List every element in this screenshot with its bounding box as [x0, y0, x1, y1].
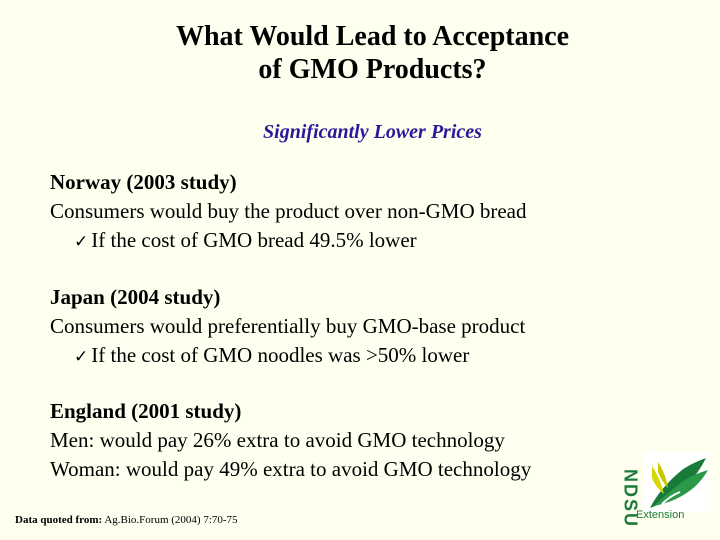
- extension-label: Extension: [636, 509, 685, 521]
- bullet-text: If the cost of GMO noodles was >50% lowe…: [91, 343, 470, 367]
- slide-subtitle: Significantly Lower Prices: [263, 121, 482, 143]
- section-line: Consumers would buy the product over non…: [50, 199, 527, 223]
- bullet-item: ✓ If the cost of GMO noodles was >50% low…: [50, 341, 525, 372]
- source-text: Ag.Bio.Forum (2004) 7:70-75: [102, 514, 238, 526]
- title-line-1: What Would Lead to Acceptance: [175, 21, 570, 52]
- section-japan: Japan (2004 study) Consumers would prefe…: [50, 283, 525, 372]
- checkmark-icon: ✓: [74, 232, 89, 252]
- title-line-2: of GMO Products?: [258, 54, 487, 85]
- section-heading: Japan (2004 study): [50, 285, 221, 309]
- section-line: Consumers would preferentially buy GMO-b…: [50, 314, 526, 338]
- section-line: Men: would pay 26% extra to avoid GMO te…: [50, 428, 505, 452]
- slide-title: What Would Lead to Acceptance of GMO Pro…: [0, 20, 720, 86]
- source-citation: Data quoted from: Ag.Bio.Forum (2004) 7:…: [15, 514, 238, 526]
- section-norway: Norway (2003 study) Consumers would buy …: [50, 168, 527, 257]
- checkmark-icon: ✓: [74, 347, 89, 367]
- wheat-leaf-icon: [644, 452, 710, 512]
- bullet-text: If the cost of GMO bread 49.5% lower: [91, 228, 417, 252]
- section-england: England (2001 study) Men: would pay 26% …: [50, 397, 531, 484]
- section-line: Woman: would pay 49% extra to avoid GMO …: [50, 457, 532, 481]
- source-label: Data quoted from:: [15, 514, 103, 526]
- section-heading: England (2001 study): [50, 399, 242, 423]
- bullet-item: ✓ If the cost of GMO bread 49.5% lower: [50, 226, 527, 257]
- section-heading: Norway (2003 study): [50, 170, 237, 194]
